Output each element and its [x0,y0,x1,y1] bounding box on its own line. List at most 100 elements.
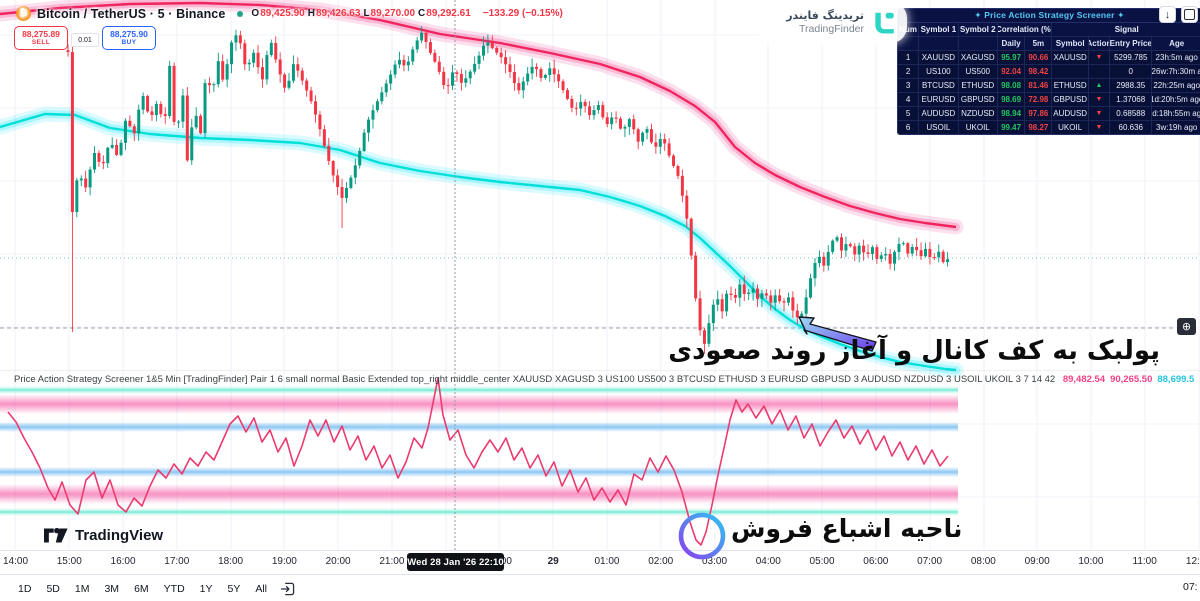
ohlc-values: O89,425.90 H89,426.63 L89,270.00 C89,292.61 [251,8,473,19]
table-cell: 0 [1110,65,1153,78]
table-row[interactable]: 4 EURUSD GBPUSD 98.69 72.98 GBPUSD ▼ 1.37068 1d:… [898,93,1200,107]
pane-separator[interactable] [0,370,1200,371]
table-row[interactable]: 5AUDUSDNZDUSD98.9497.86AUDUSD▼0.685885d:… [898,107,1200,121]
table-row[interactable]: 6 USOIL UKOIL 99.47 98.27 UKOIL ▼ 60.636 3w:19h … [898,121,1200,134]
time-tick-label: 03:00 [701,556,728,567]
down-arrow-icon: ▼ [1089,107,1111,120]
table-cell: 5d:18h:55m ago [1152,109,1200,118]
indicator-label: Price Action Strategy Screener 1&5 Min [… [14,374,1056,385]
bottom-toolbar: 1D 5D 1M 3M 6M YTD 1Y 5Y All 07: [0,574,1200,601]
time-tick-label: 29 [547,556,559,567]
table-cell: 92.04 [998,65,1026,78]
col-signal: Signal [1052,23,1200,36]
range-all[interactable]: All [255,582,268,595]
time-tick-label: 20:00 [325,556,351,567]
table-cell: US100 [919,65,959,78]
time-tick-label: 21:00 [379,556,405,567]
quote-buttons: 88,275.89 SELL 0.01 88,275.90 BUY [14,26,156,50]
ohlc-item: H89,426.63 [307,8,361,19]
table-cell: XAUUSD [919,51,959,64]
range-3m[interactable]: 3M [104,582,120,595]
table-cell: 97.86 [1025,107,1053,120]
tradingview-logo-icon [44,527,68,543]
table-cell: 90.66 [1025,51,1053,64]
col-symbol2: Symbol 2 [958,23,998,36]
range-ytd[interactable]: YTD [163,582,185,595]
add-alert-plus-icon[interactable]: ⊕ [1177,318,1196,335]
table-cell: 60.636 [1110,121,1153,134]
tradingfinder-brand: تریدینگ فایندر TradingFinder [757,2,907,43]
range-1d[interactable]: 1D [18,582,32,595]
down-arrow-icon: ▼ [1089,121,1111,134]
table-cell: 5299.785 [1110,51,1153,64]
table-cell: XAUUSD [1052,51,1089,64]
annotation-pullback-text: پولبک به کف کانال و آغاز روند صعودی [668,336,1160,366]
table-cell: UKOIL [959,121,998,134]
table-cell: 5 [898,107,920,120]
range-6m[interactable]: 6M [134,582,149,595]
range-1y[interactable]: 1Y [199,582,213,595]
col-age: Age [1152,37,1200,50]
download-button[interactable]: ↓ [1159,6,1176,23]
table-cell: 3 [898,79,920,92]
time-tick-label: 19:00 [271,556,297,567]
ohlc-item: L89,270.00 [363,8,416,19]
table-cell: NZDUSD [959,107,998,120]
table-cell: 98.94 [998,107,1026,120]
screener-title[interactable]: ✦ Price Action Strategy Screener ✦ [898,9,1200,23]
table-cell: UKOIL [1052,121,1089,134]
sell-price: 88,275.89 [22,29,60,39]
table-cell: 72.98 [1025,93,1053,106]
price-action-screener-table: ✦ Price Action Strategy Screener ✦ Num S… [897,8,1200,135]
crosshair-time-badge: Wed 28 Jan '26 22:10 [407,553,504,571]
table-cell: 2988.35 [1110,79,1153,92]
market-status-dot[interactable] [237,10,244,17]
time-tick-label: 14:00 [2,556,29,567]
realtime-clock[interactable]: 07: [1183,581,1198,593]
brand-name-farsi: تریدینگ فایندر [786,9,864,23]
sell-label: SELL [31,38,51,46]
table-cell: 3w:19h ago [1156,123,1198,132]
time-axis[interactable]: 14:00 15:00 16:00 17:00 18:00 19:00 20:00 21:00… [0,550,1200,574]
indicator-values: 89,482.5490,265.5088,699.5844.98… [1058,374,1194,385]
time-tick-label: 18:00 [218,556,244,567]
time-tick-label: 09:00 [1024,556,1050,567]
tradingview-logo[interactable]: TradingView [44,527,163,544]
table-cell: ETHUSD [959,79,998,92]
sell-button[interactable]: 88,275.89 SELL [14,26,68,50]
chart-canvas[interactable] [0,0,1200,550]
time-tick-label: 11:00 [1132,556,1157,567]
buy-button[interactable]: 88,275.90 BUY [102,26,156,50]
table-cell: AUDUSD [919,107,959,120]
symbol-title[interactable]: Bitcoin / TetherUS · 5 · Binance [37,6,226,21]
time-tick-label: 17:00 [164,556,190,567]
table-cell: 6 [898,121,920,134]
time-tick-label: 06:00 [863,556,889,567]
indicator-value: 89,482.54 [1062,374,1106,385]
range-5d[interactable]: 5D [46,582,60,595]
go-to-date-icon[interactable] [280,582,295,596]
frame-icon [1184,9,1195,20]
col-correlation: Correlation (%) [997,23,1053,36]
table-cell: 1.37068 [1110,93,1153,106]
ohlc-item: O89,425.90 [251,8,305,19]
range-5y[interactable]: 5Y [227,582,241,595]
table-cell: 4 [898,93,920,106]
table-cell: 2926w:7h:30m ago [1152,67,1200,76]
table-cell: 22h:25m ago [1153,81,1200,90]
range-1m[interactable]: 1M [74,582,90,595]
table-cell: XAGUSD [959,51,998,64]
col-sig-symbol: Symbol [1052,37,1089,50]
screenshot-frame-button[interactable] [1181,6,1198,23]
table-row[interactable]: 1 XAUUSD XAGUSD 95.97 90.66 XAUUSD ▼ 5299.785 23… [898,51,1200,65]
ohlc-item: C89,292.61 [418,8,471,19]
indicator-status-line[interactable]: Price Action Strategy Screener 1&5 Min [… [14,374,1194,385]
spread-value: 0.01 [71,33,99,47]
table-cell: ETHUSD [1052,79,1089,92]
table-cell: 1 [898,51,920,64]
table-cell: 1d:20h:5m ago [1152,95,1200,104]
table-row[interactable]: 3 BTCUSD ETHUSD 98.08 81.46 ETHUSD ▲ 2988.35 22h… [898,79,1200,93]
tradingview-logo-text: TradingView [75,527,164,544]
